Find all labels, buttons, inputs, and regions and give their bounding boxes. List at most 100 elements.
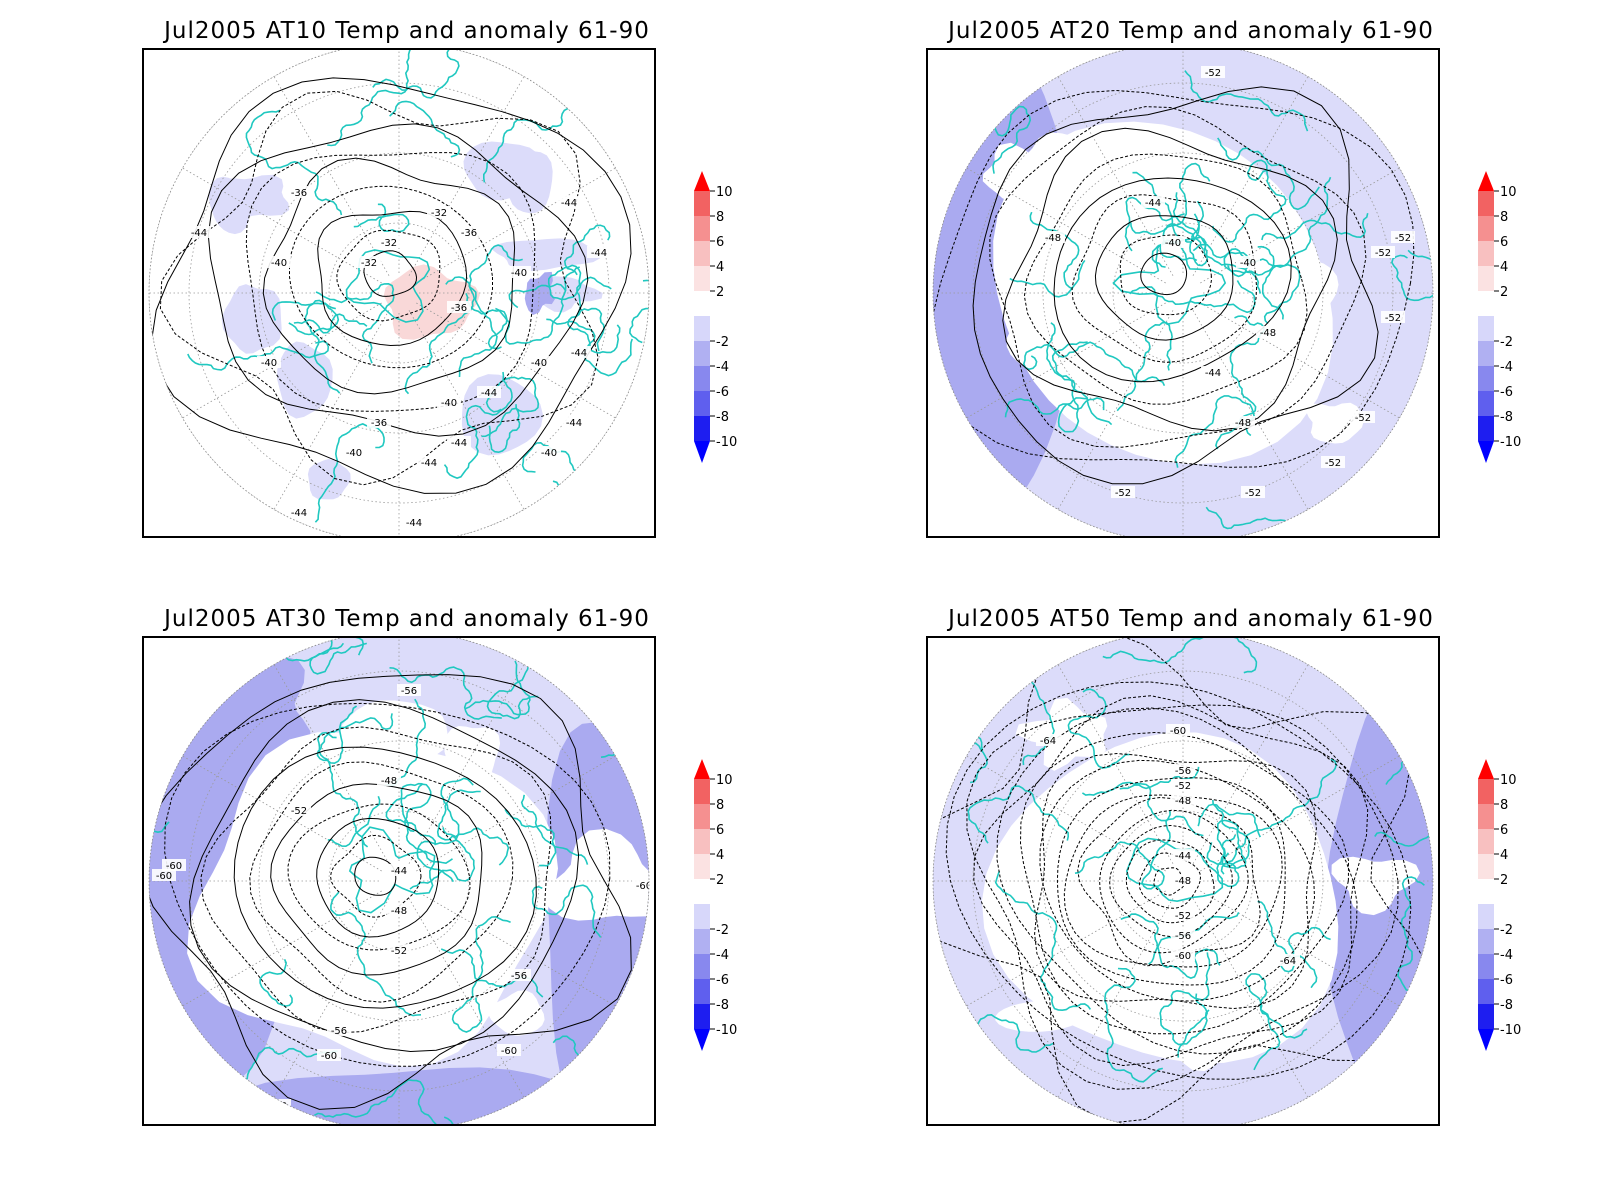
colorbar: 10 8 6 4 2 -2 -4 -6 -8 -10 bbox=[694, 759, 764, 1059]
contour-label: -48 bbox=[1235, 418, 1251, 429]
contour-label-bg bbox=[537, 446, 561, 458]
contour-label-bg bbox=[397, 684, 421, 696]
contour-label-bg bbox=[562, 416, 586, 428]
coastline bbox=[445, 276, 498, 378]
coastline bbox=[316, 705, 394, 765]
coastline bbox=[488, 404, 521, 454]
anomaly-patch bbox=[982, 142, 1063, 203]
colorbar-segment bbox=[1478, 904, 1494, 929]
contour-label: -44 bbox=[391, 866, 407, 877]
temperature-contour bbox=[316, 817, 440, 938]
anomaly-cold-rim bbox=[1324, 686, 1433, 1124]
contour-label: -48 bbox=[391, 906, 407, 917]
coastline bbox=[1212, 159, 1287, 243]
coastline bbox=[309, 638, 367, 675]
colorbar: 10 8 6 4 2 -2 -4 -6 -8 -10 bbox=[1478, 759, 1548, 1059]
contour-label: -60 bbox=[166, 861, 182, 872]
colorbar-label: -6 bbox=[716, 973, 729, 988]
contour-label-bg bbox=[387, 904, 411, 916]
colorbar-segment bbox=[1478, 416, 1494, 441]
latitude-circle bbox=[328, 222, 470, 364]
colorbar-arrow-up bbox=[694, 171, 710, 191]
coastline bbox=[629, 279, 649, 344]
contour-label-bg bbox=[1111, 486, 1135, 498]
anomaly-patch bbox=[221, 284, 282, 354]
coastline bbox=[327, 796, 381, 848]
temperature-contour bbox=[189, 699, 580, 1053]
contour-label: -40 bbox=[346, 448, 362, 459]
contour-label: -48 bbox=[1045, 233, 1061, 244]
polar-map: -44 -40 -36 -32 -32 -32 -36 -36 -40 -44 -44 -44 -40 -… bbox=[142, 48, 656, 538]
colorbar-segment bbox=[694, 1004, 710, 1029]
coastline bbox=[1029, 211, 1080, 290]
coastline bbox=[277, 638, 345, 662]
temperature-contour bbox=[996, 707, 1358, 1055]
coastline bbox=[465, 292, 508, 350]
coastline bbox=[1130, 222, 1205, 251]
coastline bbox=[520, 794, 589, 865]
temperature-contour bbox=[354, 856, 397, 896]
colorbar-segment bbox=[694, 241, 710, 266]
contour-label: -44 bbox=[1205, 368, 1221, 379]
colorbar-label: 10 bbox=[716, 185, 733, 200]
map-layer: -60 -64 -56 -52 -48 -44 -48 -52 -56 -60 -64 bbox=[933, 638, 1433, 1124]
colorbar-segment bbox=[694, 829, 710, 854]
temperature-contour bbox=[249, 761, 514, 1003]
contour-label: -44 bbox=[1145, 198, 1161, 209]
colorbar-label: -2 bbox=[1500, 923, 1513, 938]
colorbar-label: 4 bbox=[716, 848, 724, 863]
coastline bbox=[1051, 341, 1113, 426]
coastline bbox=[1192, 243, 1301, 325]
contour-label: -44 bbox=[561, 198, 577, 209]
contour-label-bg bbox=[402, 516, 426, 528]
coastline bbox=[1257, 900, 1318, 989]
contour-label-bg bbox=[1321, 456, 1345, 468]
contour-label-bg bbox=[447, 436, 471, 448]
anomaly-patch bbox=[307, 459, 351, 500]
coastline bbox=[436, 789, 510, 866]
map-boundary bbox=[932, 638, 1434, 1124]
contour-label: -44 bbox=[406, 518, 422, 529]
temperature-contour bbox=[933, 89, 1415, 468]
colorbar-label: -10 bbox=[716, 435, 737, 450]
contour-label-bg bbox=[287, 506, 311, 518]
contour-label-bg bbox=[257, 356, 281, 368]
contour-label: -40 bbox=[271, 258, 287, 269]
coastline bbox=[1261, 213, 1369, 241]
coastline bbox=[1391, 249, 1433, 302]
colorbar-segment bbox=[1478, 979, 1494, 1004]
temperature-contour bbox=[989, 106, 1367, 448]
contour-label: -40 bbox=[261, 358, 277, 369]
contour-label: -60 bbox=[636, 881, 652, 892]
contour-label: -60 bbox=[1170, 726, 1186, 737]
colorbar-segment bbox=[694, 879, 710, 904]
colorbar-label: -6 bbox=[1500, 973, 1513, 988]
temperature-contour bbox=[200, 726, 552, 1034]
coastline bbox=[563, 224, 611, 276]
anomaly-neutral bbox=[993, 121, 1333, 465]
anomaly-patch bbox=[488, 990, 545, 1036]
contour-label: -32 bbox=[431, 208, 447, 219]
colorbar-segment bbox=[694, 779, 710, 804]
coastline bbox=[504, 808, 557, 867]
anomaly-patch bbox=[444, 726, 501, 783]
temperature-contour bbox=[151, 77, 632, 494]
coastline bbox=[389, 666, 502, 720]
map-boundary bbox=[932, 50, 1434, 536]
temperature-contour bbox=[1063, 794, 1283, 968]
contour-label-bg bbox=[1171, 764, 1195, 776]
contour-label: -56 bbox=[401, 686, 417, 697]
colorbar-label: 6 bbox=[716, 823, 724, 838]
coastline bbox=[1261, 176, 1332, 320]
colorbar-label: -10 bbox=[716, 1023, 737, 1038]
colorbar-segment bbox=[694, 266, 710, 291]
panel-at10: Jul2005 AT10 Temp and anomaly 61-90 -44-… bbox=[142, 18, 762, 578]
contour-label-bg bbox=[1166, 724, 1190, 736]
contour-label: -40 bbox=[1240, 258, 1256, 269]
colorbar-label: 4 bbox=[716, 260, 724, 275]
contour-label: -52 bbox=[1175, 911, 1191, 922]
colorbar-segment bbox=[694, 904, 710, 929]
contour-label: -52 bbox=[1115, 488, 1131, 499]
anomaly-patch bbox=[1277, 260, 1339, 331]
colorbar-label: 10 bbox=[1500, 185, 1517, 200]
